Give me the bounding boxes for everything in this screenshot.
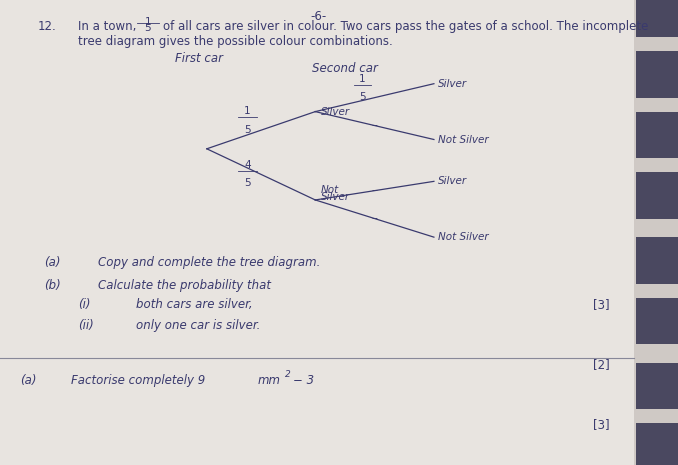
Text: Calculate the probability that: Calculate the probability that bbox=[98, 279, 271, 292]
Text: [3]: [3] bbox=[593, 418, 610, 432]
Text: Silver: Silver bbox=[321, 106, 350, 117]
Text: (a): (a) bbox=[20, 374, 37, 387]
Text: tree diagram gives the possible colour combinations.: tree diagram gives the possible colour c… bbox=[78, 35, 393, 48]
Text: Copy and complete the tree diagram.: Copy and complete the tree diagram. bbox=[98, 256, 321, 269]
Text: − 3: − 3 bbox=[293, 374, 321, 387]
Text: 1: 1 bbox=[144, 17, 151, 27]
FancyBboxPatch shape bbox=[636, 363, 678, 409]
Text: 1: 1 bbox=[244, 106, 251, 116]
Text: –: – bbox=[372, 119, 378, 132]
Text: 1: 1 bbox=[359, 73, 365, 84]
Text: 2: 2 bbox=[285, 370, 290, 379]
Text: mm: mm bbox=[258, 374, 281, 387]
Text: only one car is silver.: only one car is silver. bbox=[136, 319, 260, 332]
FancyBboxPatch shape bbox=[636, 51, 678, 98]
Text: Silver: Silver bbox=[438, 176, 467, 186]
FancyBboxPatch shape bbox=[636, 0, 678, 37]
FancyBboxPatch shape bbox=[636, 423, 678, 465]
Text: Not Silver: Not Silver bbox=[438, 134, 489, 145]
Text: -6-: -6- bbox=[311, 10, 327, 23]
FancyBboxPatch shape bbox=[636, 172, 678, 219]
Text: –: – bbox=[372, 184, 378, 197]
Text: of all cars are silver in colour. Two cars pass the gates of a school. The incom: of all cars are silver in colour. Two ca… bbox=[163, 20, 648, 33]
FancyBboxPatch shape bbox=[636, 298, 678, 344]
Text: Silver: Silver bbox=[438, 79, 467, 89]
Text: (i): (i) bbox=[78, 298, 90, 311]
Text: First car: First car bbox=[175, 52, 223, 65]
Text: Not: Not bbox=[321, 185, 339, 195]
Text: (b): (b) bbox=[44, 279, 61, 292]
FancyBboxPatch shape bbox=[636, 112, 678, 158]
Text: –: – bbox=[372, 212, 378, 225]
Text: 12.: 12. bbox=[37, 20, 56, 33]
Text: both cars are silver,: both cars are silver, bbox=[136, 298, 252, 311]
Text: Factorise completely 9: Factorise completely 9 bbox=[71, 374, 208, 387]
Text: 5: 5 bbox=[244, 178, 251, 188]
Text: 5: 5 bbox=[144, 23, 151, 33]
Text: In a town,: In a town, bbox=[78, 20, 140, 33]
Text: 4: 4 bbox=[244, 159, 251, 170]
Text: (a): (a) bbox=[44, 256, 60, 269]
Text: Silver: Silver bbox=[321, 192, 350, 202]
Text: Not Silver: Not Silver bbox=[438, 232, 489, 242]
Text: (ii): (ii) bbox=[78, 319, 94, 332]
Text: [3]: [3] bbox=[593, 298, 610, 311]
Text: 5: 5 bbox=[244, 125, 251, 135]
Text: 5: 5 bbox=[359, 92, 365, 102]
FancyBboxPatch shape bbox=[636, 237, 678, 284]
FancyBboxPatch shape bbox=[0, 0, 634, 465]
Text: [2]: [2] bbox=[593, 358, 610, 371]
Text: Second car: Second car bbox=[312, 62, 378, 75]
